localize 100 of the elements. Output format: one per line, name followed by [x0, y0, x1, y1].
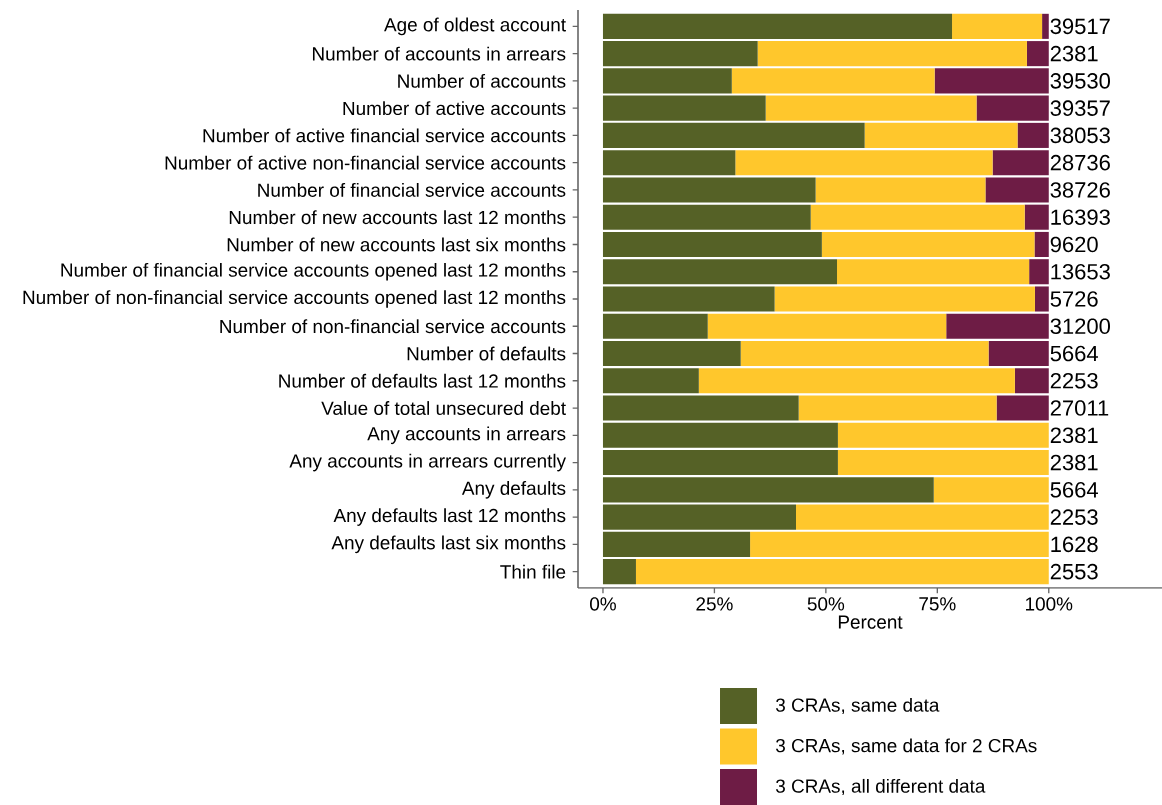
annotation: 5664 — [1050, 482, 1098, 498]
y-tick-label: Any accounts in arrears currently — [289, 453, 567, 472]
bar — [985, 177, 1049, 203]
y-tick-label: Number of active accounts — [343, 101, 566, 116]
bar — [864, 122, 1018, 148]
annotation: 2553 — [1050, 563, 1098, 580]
y-tick-label: Number of non-financial service accounts opened last 12 months — [23, 290, 566, 308]
bar — [602, 122, 865, 148]
annotation: 16393 — [1051, 209, 1110, 225]
bar — [602, 259, 838, 285]
bar — [602, 286, 775, 312]
bar — [602, 13, 953, 39]
annotation: 13653 — [1051, 263, 1110, 280]
annotation: 39517 — [1050, 18, 1110, 35]
annotation: 9620 — [1050, 236, 1098, 253]
bar — [602, 204, 811, 230]
annotation: 2253 — [1050, 509, 1098, 525]
x-tick-label: 25% — [696, 597, 733, 611]
annotation: 2253 — [1050, 372, 1098, 389]
bar — [796, 504, 1049, 530]
bar — [602, 150, 736, 176]
annotation: 31200 — [1050, 318, 1110, 335]
bar — [946, 313, 1049, 339]
bar — [602, 313, 708, 339]
annotation: 38053 — [1050, 127, 1110, 144]
bar — [934, 68, 1049, 94]
bar — [837, 422, 1049, 448]
annotation: 5726 — [1050, 291, 1098, 307]
y-tick-label: Age of oldest account — [384, 17, 566, 36]
bar — [602, 177, 816, 203]
bar — [837, 259, 1030, 285]
bar — [602, 95, 766, 121]
y-tick-label: Any defaults last 12 months — [333, 508, 566, 526]
y-tick-label: Number of new accounts last six months — [227, 237, 566, 252]
bar — [602, 504, 796, 530]
bar — [602, 395, 799, 421]
bar — [750, 531, 1049, 557]
y-tick-label: Any accounts in arrears — [367, 426, 566, 445]
annotation: 1628 — [1051, 536, 1098, 553]
y-tick-label: Any defaults — [461, 481, 566, 499]
x-tick-label: 50% — [807, 597, 845, 611]
bar — [988, 340, 1049, 367]
bar — [602, 41, 758, 67]
bar — [952, 13, 1043, 39]
bar — [698, 368, 1015, 394]
bar — [740, 340, 989, 367]
legend-label: 3 CRAs, all different data — [775, 778, 986, 796]
bar — [707, 313, 947, 339]
annotation: 38726 — [1050, 182, 1110, 198]
x-tick-label: 0% — [590, 597, 616, 611]
bar — [996, 395, 1049, 421]
bar — [757, 41, 1027, 67]
annotation: 39530 — [1050, 73, 1110, 89]
bar — [815, 177, 986, 203]
bar — [602, 368, 699, 394]
y-tick-label: Number of accounts — [398, 73, 566, 88]
bar — [731, 68, 935, 94]
bar — [735, 150, 993, 176]
annotation: 2381 — [1050, 45, 1098, 62]
bar — [774, 286, 1035, 312]
y-tick-label: Number of financial service accounts — [258, 182, 566, 197]
bar — [602, 531, 751, 557]
bar — [765, 95, 977, 121]
y-tick-label: Number of active non-financial service accounts — [165, 155, 566, 170]
bar — [837, 450, 1049, 476]
bar — [602, 477, 934, 503]
x-tick-label: 75% — [919, 597, 956, 611]
y-tick-label: Number of defaults — [407, 346, 566, 361]
bar — [810, 204, 1025, 230]
bar — [1034, 286, 1049, 312]
annotation: 5664 — [1050, 345, 1098, 362]
bar — [1029, 259, 1049, 285]
bar — [1042, 13, 1049, 39]
bar — [821, 231, 1035, 257]
legend-label: 3 CRAs, same data — [775, 697, 940, 715]
x-axis-title: Percent — [838, 615, 903, 629]
annotation: 2381 — [1050, 427, 1098, 444]
y-tick-label: Any defaults last six months — [331, 535, 566, 554]
annotation: 39357 — [1050, 100, 1110, 116]
annotation: 27011 — [1050, 400, 1109, 416]
bar — [798, 395, 997, 421]
bar — [992, 150, 1049, 176]
y-tick-label: Number of accounts in arrears — [312, 46, 566, 61]
bar — [602, 231, 822, 257]
bar — [602, 450, 838, 476]
y-tick-label: Number of financial service accounts opened last 12 months — [61, 262, 566, 281]
legend-label: 3 CRAs, same data for 2 CRAs — [775, 738, 1037, 755]
y-tick-label: Number of active financial service accounts — [203, 128, 566, 143]
annotation: 28736 — [1050, 154, 1110, 171]
annotation: 2381 — [1050, 454, 1098, 471]
x-tick-label: 100% — [1026, 597, 1073, 611]
bar — [602, 340, 741, 367]
y-tick-label: Value of total unsecured debt — [321, 401, 566, 415]
y-tick-label: Number of new accounts last 12 months — [229, 210, 566, 225]
y-tick-label: Number of defaults last 12 months — [279, 373, 566, 388]
bar — [602, 422, 838, 448]
bar — [602, 559, 636, 585]
bar — [976, 95, 1049, 121]
bar — [933, 477, 1049, 503]
bar — [1017, 122, 1049, 148]
